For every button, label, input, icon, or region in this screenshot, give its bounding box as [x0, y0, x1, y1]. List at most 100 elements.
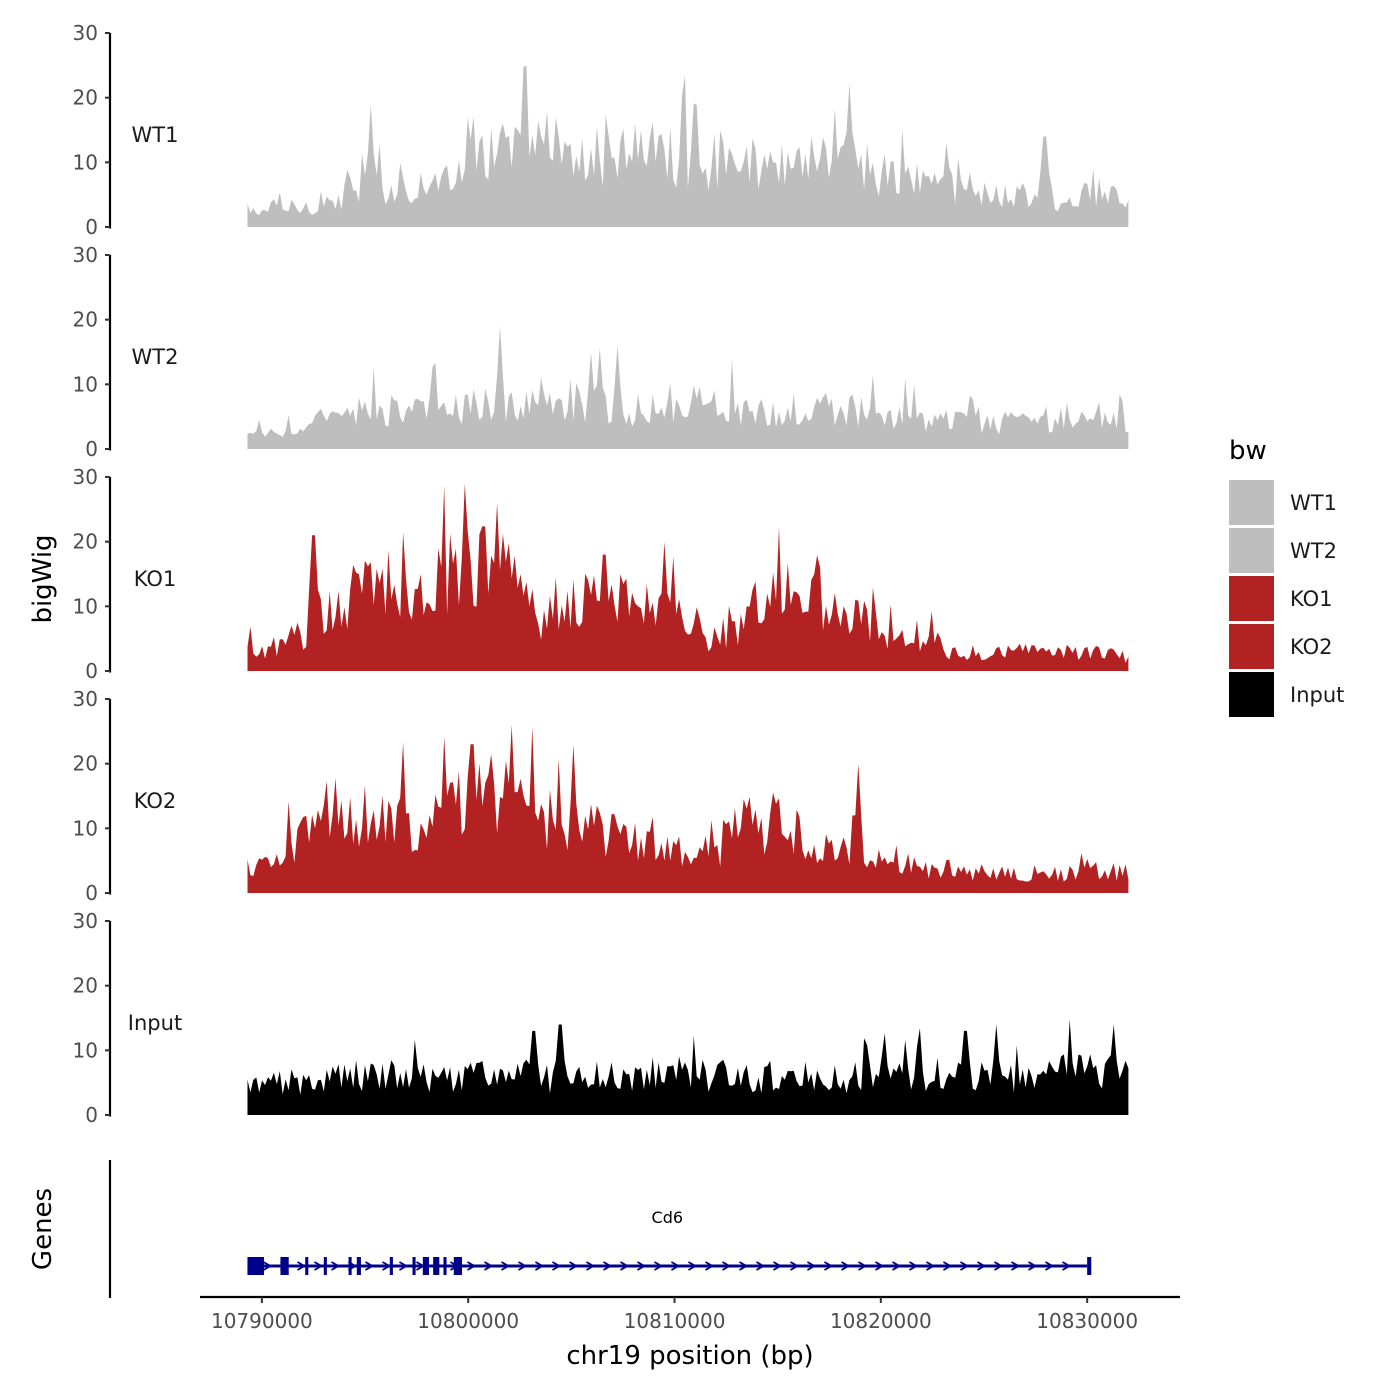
y-tick-label: 20	[73, 308, 98, 332]
track-panel-ko2: 0 10 20 30 KO2	[73, 687, 1129, 905]
y-tick-label: 20	[73, 752, 98, 776]
strand-chevron	[960, 1261, 970, 1271]
strand-chevron	[824, 1261, 834, 1271]
x-tick-label: 10820000	[830, 1309, 932, 1333]
y-tick-label: 30	[73, 21, 98, 45]
y-tick-label: 30	[73, 687, 98, 711]
legend-key-ko2	[1229, 624, 1274, 669]
y-tick-label: 30	[73, 465, 98, 489]
y-tick-label: 20	[73, 530, 98, 554]
x-tick-label: 10810000	[624, 1309, 726, 1333]
track-panel-input: 0 10 20 30 Input	[73, 909, 1129, 1127]
strand-chevron	[263, 1261, 273, 1271]
y-tick-label: 20	[73, 974, 98, 998]
y-tick-label: 10	[73, 816, 98, 840]
y-tick-label: 0	[85, 881, 98, 905]
gene-exon	[412, 1257, 416, 1275]
x-axis-title: chr19 position (bp)	[566, 1341, 813, 1371]
strand-chevron	[994, 1261, 1004, 1271]
gene-exon	[348, 1257, 352, 1275]
legend-key-wt1	[1229, 480, 1274, 525]
strand-chevron	[739, 1261, 749, 1271]
coverage-area-ko2	[247, 724, 1129, 893]
legend-title: bw	[1229, 436, 1267, 466]
strand-chevron	[841, 1261, 851, 1271]
legend-label-wt2: WT2	[1290, 539, 1337, 563]
strand-chevron	[552, 1261, 562, 1271]
strand-chevron	[654, 1261, 664, 1271]
track-panel-ko1: 0 10 20 30 KO1	[73, 465, 1129, 683]
gene-exon	[323, 1257, 327, 1275]
legend: bw WT1 WT2 KO1 KO2 Input	[1229, 436, 1344, 717]
strand-chevron	[365, 1261, 375, 1271]
track-label-wt1: WT1	[132, 123, 179, 147]
strand-chevron	[790, 1261, 800, 1271]
strand-chevron	[671, 1261, 681, 1271]
y-tick-label: 30	[73, 909, 98, 933]
genes-layer: Cd6	[108, 1160, 1092, 1298]
coverage-area-ko1	[247, 483, 1129, 671]
strand-chevron	[382, 1261, 392, 1271]
gene-exon	[443, 1257, 447, 1275]
y-tick-label: 0	[85, 659, 98, 683]
strand-chevron	[1011, 1261, 1021, 1271]
strand-chevron	[722, 1261, 732, 1271]
legend-label-ko1: KO1	[1290, 587, 1333, 611]
strand-chevron	[501, 1261, 511, 1271]
gene-exon	[356, 1257, 361, 1275]
strand-chevron	[484, 1261, 494, 1271]
legend-label-wt1: WT1	[1290, 491, 1337, 515]
track-label-wt2: WT2	[132, 345, 179, 369]
y-tick-label: 10	[73, 594, 98, 618]
strand-chevron	[331, 1261, 341, 1271]
strand-chevron	[926, 1261, 936, 1271]
strand-chevron	[756, 1261, 766, 1271]
y-tick-label: 30	[73, 243, 98, 267]
coverage-area-wt1	[247, 65, 1129, 227]
gene-exon	[433, 1257, 440, 1275]
y-tick-label: 20	[73, 86, 98, 110]
gene-name-label: Cd6	[652, 1208, 684, 1227]
strand-chevron	[773, 1261, 783, 1271]
strand-chevron	[807, 1261, 817, 1271]
strand-chevron	[977, 1261, 987, 1271]
strand-chevron	[909, 1261, 919, 1271]
track-label-ko2: KO2	[134, 789, 177, 813]
strand-chevron	[688, 1261, 698, 1271]
x-axis: 10790000 10800000 10810000 10820000 10830000	[200, 1295, 1180, 1333]
strand-chevron	[603, 1261, 613, 1271]
gene-model-cd6: Cd6	[247, 1208, 1092, 1275]
track-label-input: Input	[128, 1011, 182, 1035]
y-axis-title: bigWig	[28, 534, 58, 623]
gene-exon	[247, 1257, 264, 1275]
strand-chevron	[1062, 1261, 1072, 1271]
gene-exon	[280, 1257, 289, 1275]
strand-chevron	[637, 1261, 647, 1271]
legend-label-ko2: KO2	[1290, 635, 1333, 659]
gene-exon	[422, 1257, 430, 1275]
strand-chevron	[586, 1261, 596, 1271]
strand-chevron	[875, 1261, 885, 1271]
strand-chevron	[535, 1261, 545, 1271]
gene-exon	[453, 1257, 463, 1275]
strand-chevron	[467, 1261, 477, 1271]
strand-chevron	[705, 1261, 715, 1271]
strand-chevron	[569, 1261, 579, 1271]
track-panel-wt2: 0 10 20 30 WT2	[73, 243, 1129, 461]
strand-chevron	[518, 1261, 528, 1271]
legend-key-input	[1229, 672, 1274, 717]
strand-chevron	[314, 1261, 324, 1271]
y-tick-label: 10	[73, 1038, 98, 1062]
x-tick-label: 10830000	[1036, 1309, 1138, 1333]
gene-exon	[1087, 1257, 1092, 1275]
y-tick-label: 0	[85, 215, 98, 239]
legend-key-wt2	[1229, 528, 1274, 573]
legend-key-ko1	[1229, 576, 1274, 621]
y-tick-label: 0	[85, 437, 98, 461]
gene-exon	[389, 1257, 393, 1275]
x-tick-label: 10790000	[211, 1309, 313, 1333]
y-tick-label: 0	[85, 1103, 98, 1127]
strand-chevron	[1028, 1261, 1038, 1271]
legend-label-input: Input	[1290, 683, 1344, 707]
strand-chevron	[943, 1261, 953, 1271]
